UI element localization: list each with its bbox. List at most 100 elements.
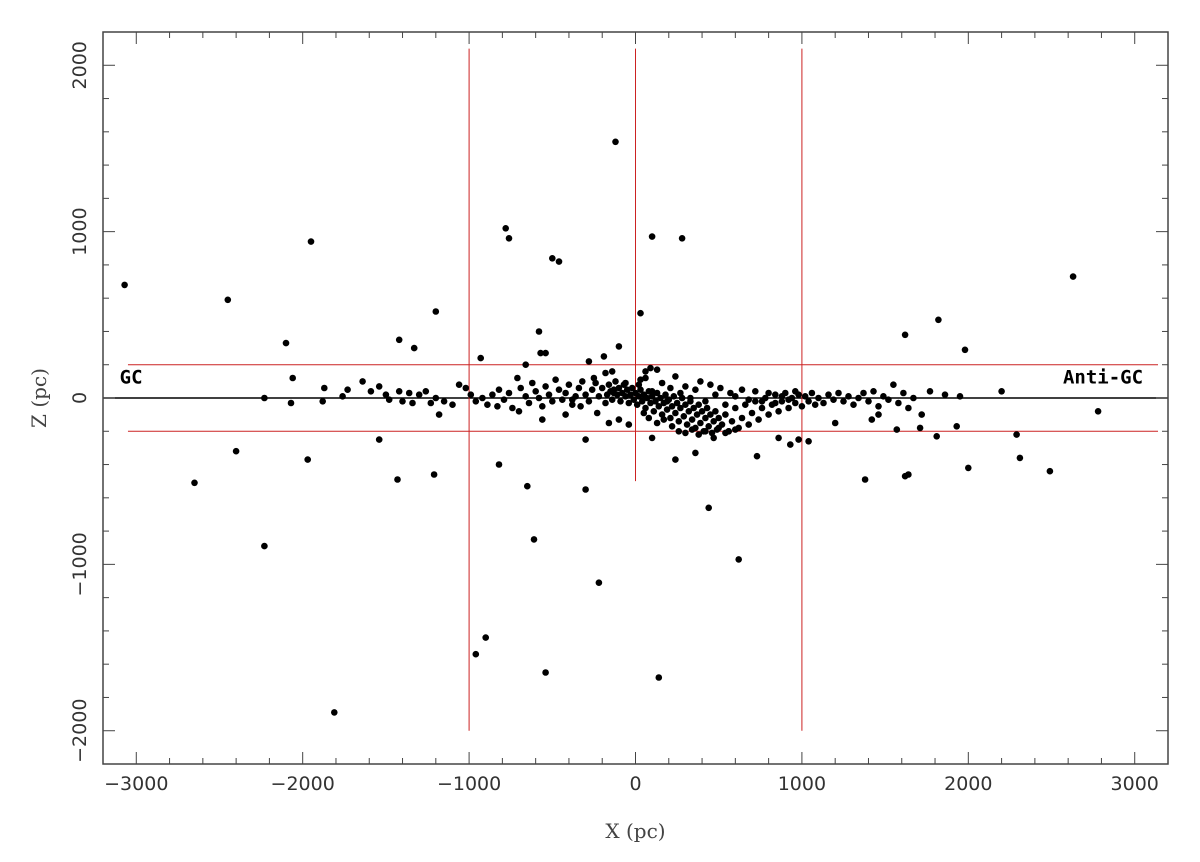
data-point bbox=[648, 233, 656, 240]
data-point bbox=[595, 393, 603, 400]
data-point bbox=[785, 404, 792, 412]
data-point bbox=[552, 376, 559, 384]
data-point bbox=[801, 393, 809, 400]
data-point bbox=[535, 328, 543, 335]
data-point bbox=[331, 709, 338, 716]
data-point bbox=[359, 378, 366, 385]
data-point bbox=[916, 424, 924, 432]
data-point bbox=[542, 383, 549, 390]
data-point bbox=[868, 416, 876, 423]
data-point bbox=[663, 406, 671, 413]
data-point bbox=[738, 414, 746, 422]
data-point bbox=[715, 424, 722, 432]
data-point bbox=[562, 389, 569, 397]
data-point bbox=[598, 384, 606, 392]
data-point bbox=[415, 391, 423, 399]
data-point bbox=[623, 386, 631, 394]
data-point bbox=[752, 398, 759, 405]
data-point bbox=[765, 411, 772, 418]
data-point bbox=[405, 389, 413, 397]
data-point bbox=[339, 393, 346, 400]
data-point bbox=[698, 408, 706, 415]
data-point bbox=[655, 674, 663, 681]
data-point bbox=[545, 391, 553, 399]
data-point bbox=[612, 378, 619, 385]
data-point bbox=[805, 398, 812, 405]
data-point bbox=[668, 403, 676, 410]
data-point bbox=[652, 398, 659, 405]
data-point bbox=[707, 381, 714, 389]
data-point bbox=[637, 386, 644, 394]
data-point bbox=[765, 389, 772, 397]
data-point bbox=[633, 401, 641, 409]
data-point bbox=[622, 393, 629, 400]
data-point bbox=[399, 398, 406, 405]
data-point bbox=[855, 394, 862, 402]
data-point bbox=[787, 441, 794, 448]
data-point bbox=[865, 398, 872, 405]
data-point bbox=[715, 414, 722, 422]
data-point bbox=[532, 388, 539, 395]
data-point bbox=[261, 542, 268, 550]
data-point bbox=[522, 361, 529, 369]
data-point bbox=[687, 394, 694, 402]
data-point bbox=[795, 436, 802, 443]
data-point bbox=[582, 391, 589, 399]
data-point bbox=[850, 401, 857, 409]
data-point bbox=[638, 398, 646, 405]
data-point bbox=[965, 464, 972, 472]
data-point bbox=[895, 399, 902, 407]
y-axis-label: Z (pc) bbox=[27, 368, 51, 428]
data-point bbox=[637, 309, 644, 317]
data-point bbox=[542, 669, 549, 676]
data-point bbox=[555, 386, 563, 394]
data-point bbox=[708, 429, 716, 437]
data-point bbox=[722, 411, 729, 418]
data-point bbox=[660, 416, 668, 423]
data-point bbox=[678, 394, 686, 402]
data-point bbox=[472, 398, 480, 405]
data-point bbox=[588, 386, 596, 394]
axis-ticks bbox=[103, 31, 1168, 765]
data-point bbox=[502, 225, 510, 232]
data-point bbox=[321, 384, 328, 392]
data-point bbox=[662, 391, 669, 399]
gc-label: GC bbox=[120, 366, 143, 388]
data-point bbox=[585, 398, 593, 405]
data-point bbox=[673, 399, 681, 407]
data-point bbox=[367, 388, 375, 395]
data-point bbox=[477, 354, 485, 362]
data-point bbox=[524, 482, 531, 490]
data-point bbox=[382, 391, 390, 399]
anti-gc-label: Anti-GC bbox=[1063, 366, 1143, 388]
data-point bbox=[627, 391, 634, 399]
data-point bbox=[648, 393, 656, 400]
data-point bbox=[394, 476, 401, 483]
data-point bbox=[678, 235, 686, 242]
x-tick-label: 1000 bbox=[778, 773, 826, 795]
data-point bbox=[732, 393, 739, 400]
data-point bbox=[792, 399, 799, 407]
data-point bbox=[860, 389, 867, 397]
data-point bbox=[742, 401, 749, 409]
data-point bbox=[427, 399, 435, 407]
data-point bbox=[630, 396, 638, 404]
data-point bbox=[642, 374, 649, 382]
data-point bbox=[385, 396, 393, 404]
data-point bbox=[648, 434, 656, 442]
data-point bbox=[702, 398, 709, 405]
data-point bbox=[648, 388, 656, 395]
data-point bbox=[577, 403, 584, 410]
data-point bbox=[602, 399, 609, 407]
data-point bbox=[926, 388, 934, 395]
data-point bbox=[680, 413, 688, 420]
data-point bbox=[845, 393, 852, 400]
data-point bbox=[224, 296, 232, 304]
data-point bbox=[672, 456, 679, 463]
y-tick-label: 0 bbox=[69, 392, 91, 404]
data-point bbox=[643, 394, 651, 402]
data-point bbox=[489, 391, 496, 399]
data-point bbox=[642, 404, 649, 412]
data-point bbox=[530, 536, 538, 543]
data-point bbox=[808, 389, 816, 397]
